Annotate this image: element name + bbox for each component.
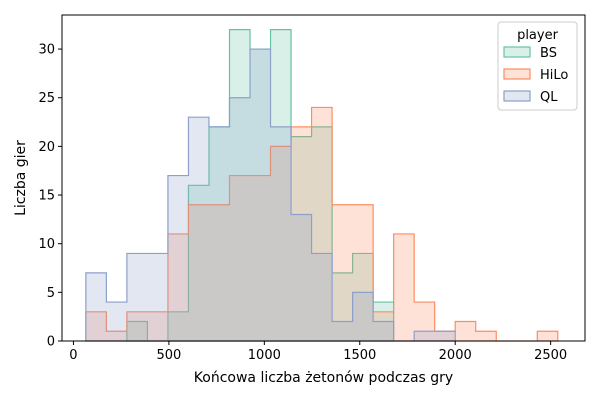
legend-label-hilo: HiLo (540, 68, 568, 83)
plot-area-frame (61, 14, 586, 342)
x-tick-label: 0 (69, 348, 77, 363)
series-hilo-step-area (85, 106, 559, 342)
legend-label-ql: QL (540, 90, 558, 105)
x-tick-label: 1000 (248, 348, 281, 363)
legend: player BS HiLo QL (497, 21, 578, 111)
x-tick-label: 1500 (343, 348, 376, 363)
x-tick-label: 2500 (534, 348, 567, 363)
legend-swatch-ql (503, 90, 531, 102)
series-hilo (85, 106, 559, 342)
y-tick-label: 30 (38, 43, 55, 58)
legend-title: player (517, 28, 559, 43)
y-tick-label: 10 (38, 237, 55, 252)
x-axis-title: Końcowa liczba żetonów podczas gry (194, 370, 453, 386)
legend-label-bs: BS (540, 46, 557, 61)
histogram-bars (85, 28, 559, 342)
y-tick-label: 15 (38, 189, 55, 204)
y-tick-label: 5 (47, 286, 55, 301)
x-tick-label: 2000 (439, 348, 472, 363)
y-tick-label: 20 (38, 140, 55, 155)
legend-swatch-hilo (503, 68, 531, 80)
y-axis-title: Liczba gier (13, 140, 29, 216)
y-tick-label: 0 (47, 335, 55, 350)
x-tick-label: 500 (156, 348, 181, 363)
x-axis-ticks: 0 500 1000 1500 2000 2500 (69, 341, 567, 363)
legend-box (497, 21, 578, 111)
legend-swatch-bs (503, 46, 531, 58)
y-tick-label: 25 (38, 91, 55, 106)
y-axis-ticks: 0 5 10 15 20 25 30 (38, 43, 62, 350)
